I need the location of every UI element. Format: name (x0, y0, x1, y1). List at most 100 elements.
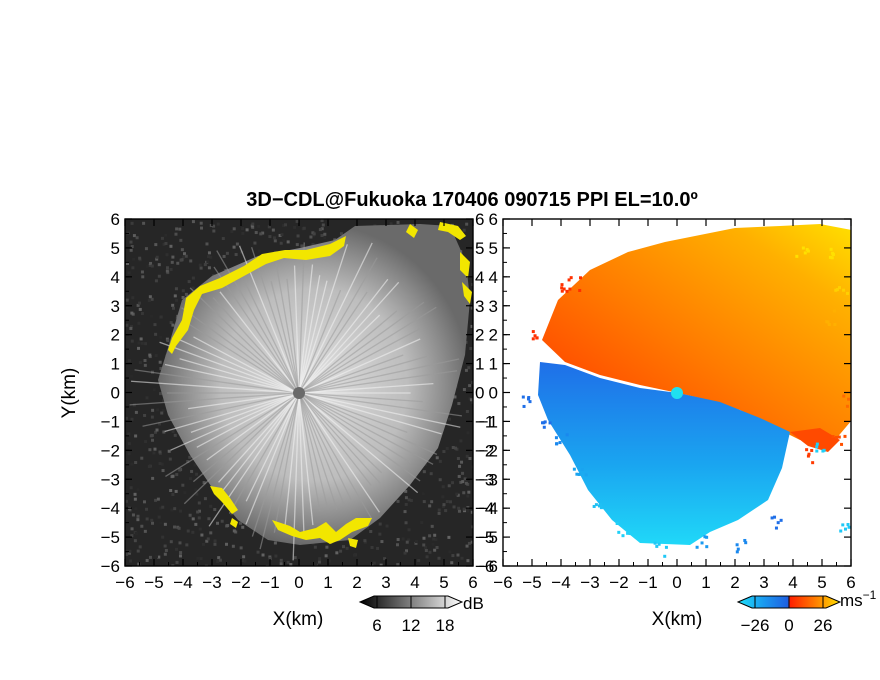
y-tick-label-right: −2 (475, 441, 494, 460)
noise-pixel (131, 266, 135, 270)
noise-pixel (138, 256, 142, 260)
noise-pixel (151, 521, 155, 525)
noise-pixel (395, 543, 399, 547)
noise-pixel (153, 447, 157, 451)
radial-streak (298, 264, 314, 394)
speckle-pixel (584, 473, 588, 477)
x-tick-label: −6 (115, 573, 134, 592)
noise-pixel (159, 521, 163, 525)
speckle-pixel (592, 504, 596, 508)
y-tick-label: −4 (479, 499, 498, 518)
noise-pixel (396, 220, 400, 224)
noise-pixel (435, 456, 439, 460)
noise-pixel (324, 554, 328, 558)
noise-pixel (200, 533, 204, 537)
noise-pixel (171, 323, 175, 327)
noise-pixel (154, 332, 158, 336)
noise-pixel (213, 539, 217, 543)
noise-pixel (461, 471, 465, 475)
x-tick-label: 3 (381, 573, 390, 592)
noise-pixel (323, 236, 327, 240)
noise-pixel (451, 445, 455, 449)
speckle-pixel (599, 506, 603, 510)
y-tick-label: 3 (489, 297, 498, 316)
noise-pixel (176, 261, 180, 265)
noise-pixel (457, 509, 461, 513)
radial-streak (298, 242, 305, 394)
x-tick-label: 4 (410, 573, 419, 592)
radial-streak (298, 392, 381, 484)
noise-pixel (145, 265, 149, 269)
speckle-pixel (837, 435, 841, 439)
speckle-pixel (806, 249, 810, 253)
noise-pixel (191, 530, 195, 534)
noise-pixel (234, 253, 238, 257)
noise-pixel (156, 408, 160, 412)
noise-pixel (155, 257, 159, 261)
noise-pixel (162, 242, 166, 246)
speckle-pixel (842, 394, 846, 398)
speckle-pixel (835, 288, 839, 292)
radial-streak (192, 392, 300, 483)
noise-pixel (149, 261, 153, 265)
noise-pixel (126, 262, 130, 266)
noise-pixel (267, 225, 271, 229)
noise-pixel (407, 528, 411, 532)
y-tick-label: 2 (489, 326, 498, 345)
y-tick-label: 4 (111, 268, 120, 287)
noise-pixel (161, 409, 165, 413)
noise-pixel (389, 222, 393, 226)
speckle-pixel (565, 289, 569, 293)
noise-pixel (171, 306, 175, 310)
edge-speckle (521, 246, 851, 558)
speckle-pixel (560, 289, 564, 293)
speckle-pixel (807, 452, 811, 456)
noise-pixel (227, 523, 231, 527)
noise-pixel (179, 238, 183, 242)
noise-pixel (163, 544, 167, 548)
radial-streak (298, 392, 352, 501)
speckle-pixel (580, 467, 584, 471)
radial-streak (298, 392, 314, 526)
noise-pixel (209, 255, 213, 259)
noise-pixel (429, 472, 433, 476)
noise-pixel (433, 548, 437, 552)
speckle-pixel (831, 251, 835, 255)
y-axis-label: Y(km) (59, 368, 80, 419)
noise-pixel (257, 249, 261, 253)
radial-streak (183, 392, 300, 505)
noise-pixel (143, 363, 147, 367)
noise-pixel (448, 417, 452, 421)
speckle-pixel (774, 526, 778, 530)
radial-streak (298, 392, 421, 482)
noise-pixel (465, 454, 469, 458)
noise-pixel (396, 538, 400, 542)
noise-pixel (184, 292, 188, 296)
noise-pixel (242, 555, 246, 559)
noise-pixel (177, 526, 181, 530)
noise-pixel (162, 399, 166, 403)
x-tick-label: 2 (352, 573, 361, 592)
y-tick-label: −4 (101, 499, 120, 518)
x-tick-label: 6 (846, 573, 855, 592)
noise-pixel (130, 311, 134, 315)
noise-pixel (191, 286, 195, 290)
x-tick-label: −3 (580, 573, 599, 592)
noise-pixel (462, 507, 466, 511)
noise-pixel (196, 556, 200, 560)
radial-streak (298, 392, 345, 504)
noise-pixel (311, 242, 315, 246)
noise-pixel (225, 542, 229, 546)
noise-pixel (143, 358, 147, 362)
radial-streak (298, 355, 427, 394)
noise-pixel (163, 522, 167, 526)
y-tick-label: −6 (479, 557, 498, 576)
noise-pixel (174, 287, 178, 291)
noise-pixel (464, 481, 468, 485)
x-tick-label: 5 (817, 573, 826, 592)
noise-pixel (155, 255, 159, 259)
x-tick-label: −2 (609, 573, 628, 592)
speckle-pixel (569, 276, 573, 280)
noise-pixel (325, 545, 329, 549)
